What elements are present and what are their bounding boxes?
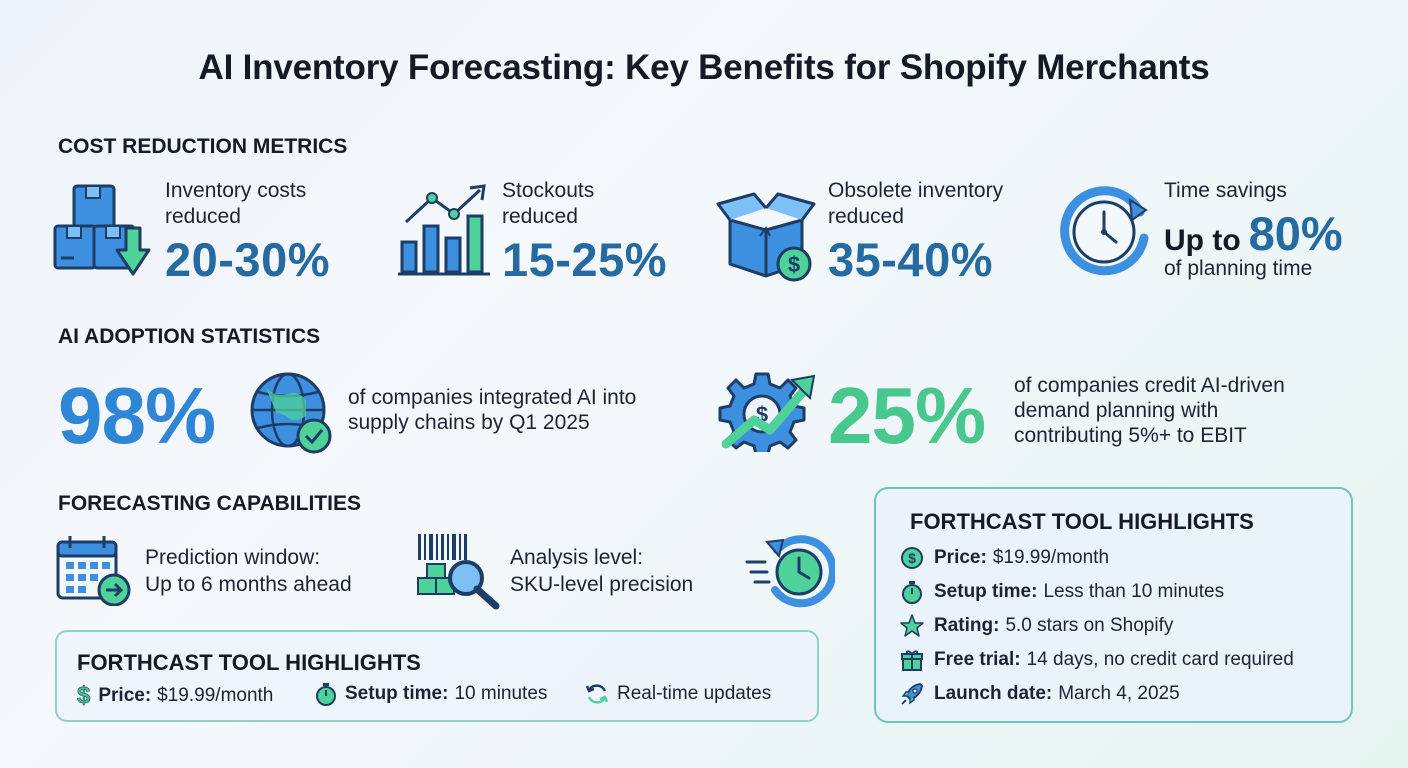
adoption-stat2-line2: demand planning with <box>1014 399 1219 422</box>
big-highlights-box: FORTHCAST TOOL HIGHLIGHTS $ Price: $19.9… <box>874 487 1353 723</box>
adoption-stat2-line1: of companies credit AI-driven <box>1014 374 1285 397</box>
big-highlights-launch: Launch date: March 4, 2025 <box>900 682 1180 706</box>
big-trial-value: 14 days, no credit card required <box>1026 649 1294 670</box>
time-savings-suffix: of planning time <box>1164 257 1313 280</box>
analysis-level: Analysis level: SKU-level precision <box>510 544 693 598</box>
small-updates-text: Real-time updates <box>617 683 772 704</box>
big-price-value: $19.99/month <box>992 547 1110 568</box>
adoption-stat1-text: of companies integrated AI into supply c… <box>348 385 636 435</box>
adoption-stat1-value: 98% <box>58 371 216 460</box>
capabilities-section-heading: FORECASTING CAPABILITIES <box>58 492 361 515</box>
bar-chart-trend-icon <box>396 182 492 278</box>
stopwatch-icon <box>315 682 337 706</box>
calendar-arrow-icon <box>54 534 134 606</box>
gear-dollar-growth-icon: $ <box>718 368 818 452</box>
stockouts-label: Stockouts reduced <box>502 179 595 228</box>
adoption-stat2-text: of companies credit AI-driven demand pla… <box>1014 373 1285 448</box>
small-highlights-heading: FORTHCAST TOOL HIGHLIGHTS <box>77 650 421 675</box>
dollar-coin-icon: $ <box>900 546 924 570</box>
big-setup-value: Less than 10 minutes <box>1043 581 1225 602</box>
adoption-stat2-line3: contributing 5%+ to EBIT <box>1014 424 1247 447</box>
time-savings-row: Up to 80% <box>1164 206 1343 261</box>
small-setup-value: 10 minutes <box>454 683 548 704</box>
star-icon <box>900 614 924 638</box>
big-rating-label: Rating: <box>934 615 1000 636</box>
big-price-label: Price: <box>934 547 987 568</box>
dollar-sign-icon: $ <box>77 682 91 710</box>
stopwatch-icon <box>900 580 924 604</box>
small-price-label: Price: <box>98 685 152 706</box>
obsolete-inventory-value: 35-40% <box>828 233 993 286</box>
small-price-value: $19.99/month <box>157 685 274 706</box>
big-trial-label: Free trial: <box>934 649 1021 670</box>
analysis-level-line2: SKU-level precision <box>510 573 694 596</box>
big-launch-label: Launch date: <box>934 683 1053 704</box>
big-highlights-price: $ Price: $19.99/month <box>900 546 1109 570</box>
barcode-magnifier-icon <box>414 532 504 612</box>
boxes-down-arrow-icon <box>52 182 152 278</box>
big-setup-label: Setup time: <box>934 581 1038 602</box>
rocket-icon <box>900 682 924 706</box>
small-highlights-price: $ Price: $19.99/month <box>77 682 274 710</box>
big-launch-value: March 4, 2025 <box>1058 683 1180 704</box>
page-title: AI Inventory Forecasting: Key Benefits f… <box>198 48 1210 87</box>
adoption-stat1-line2: supply chains by Q1 2025 <box>348 411 590 434</box>
small-highlights-setup: Setup time: 10 minutes <box>315 682 547 706</box>
analysis-level-line1: Analysis level: <box>510 546 644 569</box>
small-highlights-updates: Real-time updates <box>585 682 771 706</box>
open-box-dollar-icon: $ <box>716 186 816 282</box>
prediction-window-line2: Up to 6 months ahead <box>145 573 352 596</box>
big-highlights-rating: Rating: 5.0 stars on Shopify <box>900 614 1173 638</box>
cost-section-heading: COST REDUCTION METRICS <box>58 135 348 158</box>
obsolete-inventory-label: Obsolete inventory reduced <box>828 179 1004 228</box>
gift-icon <box>900 648 924 672</box>
refresh-icon <box>585 682 609 706</box>
time-savings-label: Time savings <box>1164 179 1287 202</box>
adoption-stat2-value: 25% <box>828 371 986 460</box>
clock-refresh-icon <box>1056 182 1152 278</box>
big-highlights-heading: FORTHCAST TOOL HIGHLIGHTS <box>910 509 1254 534</box>
prediction-window: Prediction window: Up to 6 months ahead <box>145 544 352 598</box>
svg-text:$: $ <box>788 252 800 277</box>
prediction-window-line1: Prediction window: <box>145 546 321 569</box>
time-savings-prefix: Up to <box>1164 224 1241 257</box>
big-highlights-setup: Setup time: Less than 10 minutes <box>900 580 1224 604</box>
adoption-section-heading: AI ADOPTION STATISTICS <box>58 325 321 348</box>
time-savings-value: 80% <box>1248 207 1343 260</box>
globe-check-icon <box>246 368 336 458</box>
svg-text:$: $ <box>908 550 916 566</box>
big-rating-value: 5.0 stars on Shopify <box>1005 615 1174 636</box>
small-setup-label: Setup time: <box>345 683 449 704</box>
inventory-costs-value: 20-30% <box>165 233 330 286</box>
stockouts-value: 15-25% <box>502 233 667 286</box>
adoption-stat1-line1: of companies integrated AI into <box>348 386 637 409</box>
small-highlights-box: FORTHCAST TOOL HIGHLIGHTS $ Price: $19.9… <box>55 630 819 722</box>
inventory-costs-label: Inventory costs reduced <box>165 179 307 228</box>
fast-clock-icon <box>745 532 835 608</box>
big-highlights-trial: Free trial: 14 days, no credit card requ… <box>900 648 1294 672</box>
